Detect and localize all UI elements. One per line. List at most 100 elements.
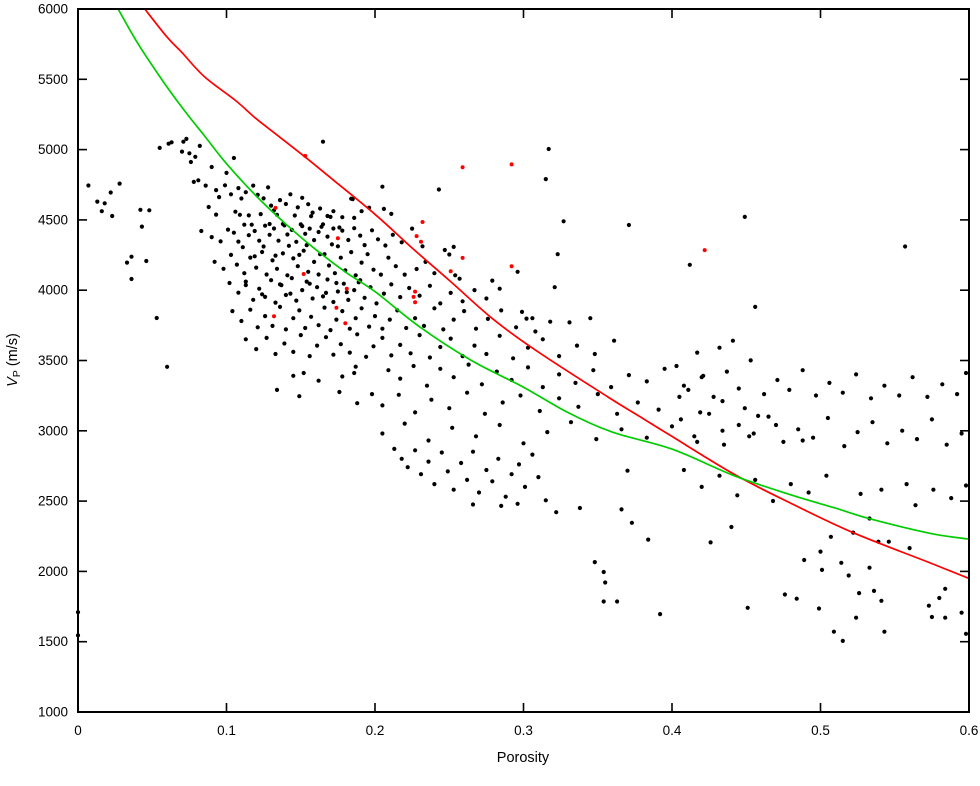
data-point-samples-black	[222, 183, 228, 188]
data-point-samples-black	[530, 316, 535, 321]
data-point-samples-black	[261, 244, 266, 249]
data-point-samples-black	[914, 437, 920, 442]
data-point-samples-black	[695, 350, 700, 355]
data-point-samples-black	[473, 434, 479, 439]
data-point-samples-black	[243, 279, 248, 284]
data-point-samples-black	[724, 369, 730, 374]
x-tick-label: 0.2	[366, 723, 385, 738]
data-point-samples-black	[515, 501, 520, 506]
data-point-samples-black	[870, 420, 875, 425]
data-point-samples-black	[331, 209, 336, 214]
data-point-samples-black	[139, 224, 144, 229]
data-point-samples-black	[274, 387, 280, 392]
data-point-samples-black	[273, 351, 278, 357]
data-point-samples-black	[937, 595, 942, 601]
data-point-samples-black	[248, 255, 253, 260]
data-point-samples-black	[747, 434, 752, 439]
data-point-samples-black	[347, 350, 352, 355]
x-tick-label: 0.5	[811, 723, 830, 738]
data-point-samples-black	[626, 222, 632, 228]
data-point-samples-black	[536, 475, 541, 480]
data-point-samples-black	[730, 338, 736, 343]
data-point-samples-black	[331, 299, 336, 305]
data-point-samples-black	[251, 297, 256, 302]
data-point-samples-black	[303, 325, 308, 331]
data-point-samples-black	[788, 482, 793, 487]
data-point-samples-black	[811, 435, 816, 440]
data-point-samples-black	[751, 431, 756, 436]
data-point-samples-black	[717, 473, 722, 478]
data-point-samples-black	[963, 483, 969, 488]
data-point-samples-black	[775, 377, 780, 383]
data-point-samples-black	[854, 372, 859, 377]
y-tick-label: 5000	[38, 142, 68, 157]
data-point-samples-black	[907, 546, 912, 551]
data-point-samples-black	[362, 243, 367, 248]
data-point-samples-black	[316, 229, 321, 235]
data-point-samples-black	[263, 223, 268, 228]
data-point-samples-red	[509, 264, 514, 269]
data-point-samples-black	[925, 394, 930, 399]
data-point-samples-black	[340, 309, 345, 314]
data-point-samples-black	[453, 273, 458, 278]
data-point-samples-black	[237, 212, 242, 217]
data-point-samples-black	[239, 318, 244, 324]
data-point-samples-black	[389, 211, 394, 216]
data-point-samples-black	[277, 304, 283, 309]
data-point-samples-black	[438, 344, 443, 350]
data-point-samples-black	[552, 285, 557, 290]
data-point-samples-black	[398, 376, 403, 381]
data-point-samples-black	[644, 435, 649, 440]
data-point-samples-black	[325, 234, 330, 239]
data-point-samples-black	[447, 252, 452, 257]
data-point-samples-black	[380, 431, 385, 436]
data-point-samples-black	[197, 143, 202, 148]
data-point-samples-black	[904, 482, 909, 487]
data-point-samples-black	[242, 271, 247, 276]
data-point-samples-black	[708, 540, 713, 545]
data-point-samples-black	[840, 390, 845, 395]
data-point-samples-black	[263, 314, 268, 319]
y-tick-label: 3500	[38, 353, 68, 368]
data-point-samples-black	[273, 253, 278, 258]
data-point-samples-black	[695, 439, 700, 444]
data-point-samples-red	[419, 239, 423, 244]
data-point-samples-red	[335, 236, 340, 241]
data-point-samples-black	[944, 442, 949, 447]
x-tick-label: 0.3	[514, 723, 533, 738]
data-point-samples-black	[413, 410, 418, 415]
data-point-samples-black	[756, 413, 761, 418]
data-point-samples-black	[169, 140, 174, 145]
data-point-samples-black	[291, 349, 296, 354]
data-point-samples-black	[231, 230, 236, 235]
data-point-samples-black	[490, 479, 495, 484]
data-point-samples-black	[484, 296, 489, 301]
data-point-samples-black	[309, 314, 314, 319]
data-point-samples-black	[800, 368, 805, 373]
data-point-samples-black	[447, 406, 452, 411]
data-point-samples-black	[782, 592, 788, 597]
data-point-samples-black	[561, 219, 566, 224]
data-point-samples-black	[289, 276, 294, 281]
model-curves-layer	[117, 8, 970, 580]
data-point-samples-black	[497, 422, 502, 428]
data-point-samples-black	[943, 615, 948, 620]
data-point-samples-black	[451, 487, 456, 492]
y-tick-label: 4000	[38, 283, 68, 298]
data-point-samples-black	[332, 271, 337, 276]
data-point-samples-black	[484, 467, 489, 473]
data-point-samples-black	[315, 343, 320, 348]
data-point-samples-black	[926, 603, 932, 608]
data-point-samples-black	[249, 222, 254, 227]
data-point-samples-black	[264, 335, 269, 340]
data-point-samples-black	[499, 503, 504, 508]
data-point-samples-black	[405, 465, 410, 470]
data-point-samples-black	[353, 364, 358, 369]
model-curve-red	[143, 8, 970, 580]
data-point-samples-black	[879, 487, 884, 492]
data-point-samples-black	[355, 401, 360, 406]
data-point-samples-black	[629, 520, 635, 525]
data-point-samples-black	[931, 487, 936, 492]
data-point-samples-black	[294, 298, 299, 303]
data-point-samples-black	[533, 329, 538, 334]
